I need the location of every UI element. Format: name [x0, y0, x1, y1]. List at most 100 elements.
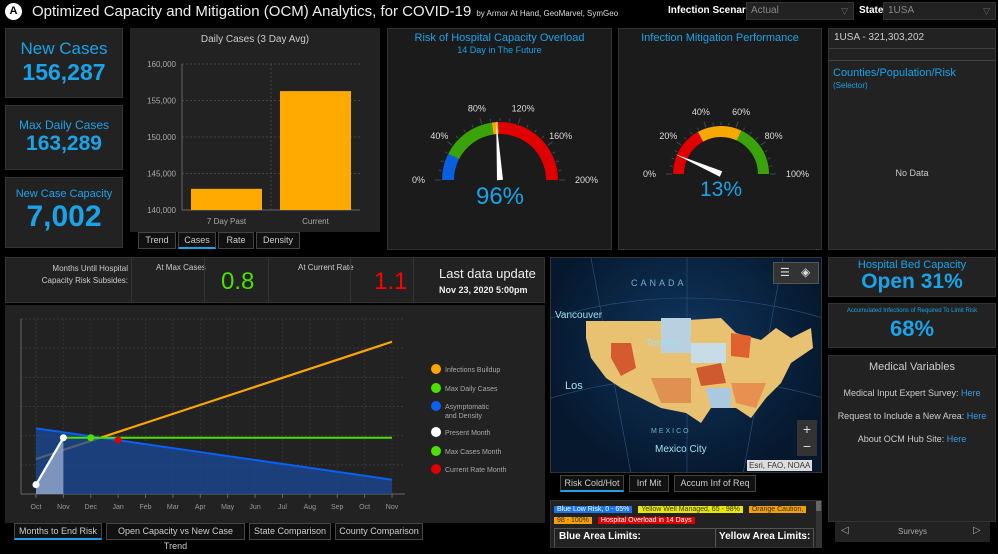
y-tick-label: 160,000 — [147, 60, 176, 69]
here-link[interactable]: Here — [961, 388, 981, 398]
tab-cases[interactable]: Cases — [178, 232, 216, 249]
gauge-tick-label: 120% — [512, 104, 535, 114]
months-label: Months Until Hospital Capacity Risk Subs… — [36, 263, 128, 287]
logo-icon: A — [5, 3, 22, 20]
prev-arrow-icon[interactable]: ◁ — [841, 525, 849, 536]
map-legend-panel: Blue Low Risk, 0 - 65%Yellow Well Manage… — [550, 500, 822, 548]
population-readout: 1USA - 321,303,202 — [829, 29, 995, 49]
selector-subtitle[interactable]: (Selector) — [829, 79, 995, 92]
gauge-tick-label: 100% — [786, 169, 809, 179]
gauge-tick — [750, 132, 752, 134]
kpi-new-cases: New Cases 156,287 — [5, 28, 123, 98]
legend-label: Asymptomatic — [445, 404, 489, 411]
y-tick-label: 140,000 — [147, 206, 176, 215]
map-label: CANADA — [631, 278, 687, 288]
gauge-tick — [480, 118, 482, 124]
current-rate-label: At Current Rate — [298, 263, 354, 272]
tab-county-comparison[interactable]: County Comparison — [335, 523, 423, 540]
gauge-tick — [672, 158, 675, 159]
gauge-tick-label: 0% — [643, 169, 656, 179]
legend-label: Infections Buildup — [445, 367, 500, 374]
list-icon[interactable]: ☰ — [780, 266, 790, 279]
gauge-tick — [756, 137, 758, 139]
here-link[interactable]: Here — [947, 434, 967, 444]
y-tick-label: 150,000 — [147, 133, 176, 142]
max-cases-label: At Max Cases — [156, 263, 206, 272]
gauge-band — [448, 123, 493, 160]
map-label: Vancouver — [555, 310, 602, 322]
tab-trend[interactable]: Trend — [138, 232, 176, 249]
x-tick-label: May — [221, 504, 235, 511]
legend-marker — [431, 464, 441, 474]
app-title: Optimized Capacity and Mitigation (OCM) … — [32, 3, 471, 20]
x-tick-label: Jul — [278, 504, 287, 511]
mitigation-gauge: 0%20%40%60%80%100%13% — [619, 29, 823, 251]
tab-inf-mit[interactable]: Inf Mit — [629, 475, 669, 492]
x-tick-label: Apr — [195, 504, 207, 511]
medical-row: About OCM Hub Site: Here — [829, 434, 995, 444]
scrollbar[interactable] — [816, 501, 821, 548]
medical-title: Medical Variables — [829, 361, 995, 373]
legend-marker — [431, 427, 441, 437]
gauge-tick — [690, 132, 692, 134]
y-tick-label: 155,000 — [147, 97, 176, 106]
max-cases-month-point — [87, 434, 94, 441]
kpi-value: 156,287 — [6, 59, 122, 86]
map-graticule — [551, 258, 822, 473]
gauge-band — [673, 132, 703, 174]
hospital-bed-capacity-panel: Hospital Bed Capacity Open 31% — [828, 257, 996, 297]
gauge-tick — [445, 152, 448, 153]
last-update-label: Last data update — [439, 266, 536, 281]
here-link[interactable]: Here — [967, 411, 987, 421]
next-arrow-icon[interactable]: ▷ — [973, 525, 981, 536]
kpi-max-daily-cases: Max Daily Cases 163,289 — [5, 105, 123, 170]
gauge-value: 13% — [700, 178, 742, 201]
gauge-tick — [535, 130, 537, 132]
tab-state-comparison[interactable]: State Comparison — [249, 523, 331, 540]
tab-open-capacity-vs-new-case-trend[interactable]: Open Capacity vs New Case Trend — [106, 523, 245, 540]
x-tick-label: Jan — [113, 504, 124, 511]
bar-current — [280, 91, 351, 210]
gauge-tick — [464, 130, 466, 132]
map-label: MEXICO — [651, 428, 691, 436]
tab-density[interactable]: Density — [256, 232, 300, 249]
gauge-tick-label: 160% — [549, 131, 572, 141]
gauge-tick — [704, 122, 706, 128]
x-tick-label: Nov — [57, 504, 70, 511]
tab-rate[interactable]: Rate — [218, 232, 254, 249]
no-data-text: No Data — [829, 168, 995, 178]
gauge-tick-label: 40% — [692, 107, 710, 117]
gauge-value: 96% — [476, 183, 524, 210]
gauge-panel-mitigation: Infection Mitigation Performance 0%20%40… — [618, 28, 822, 250]
present-month-point — [33, 481, 40, 488]
chevron-down-icon: ▽ — [983, 3, 990, 19]
scenario-select[interactable]: Actual▽ — [746, 2, 854, 20]
chart-title: Daily Cases (3 Day Avg) — [201, 34, 309, 45]
selector-title[interactable]: Counties/Population/Risk — [829, 61, 995, 79]
zoom-out-button[interactable]: − — [797, 438, 817, 456]
x-tick-label: Current — [302, 217, 329, 226]
gauge-tick-label: 200% — [575, 175, 598, 185]
gauge-tick-label: 60% — [732, 107, 750, 117]
kpi-label: New Case Capacity — [6, 188, 122, 200]
legend-marker — [431, 401, 441, 411]
tab-risk-cold-hot[interactable]: Risk Cold/Hot — [560, 475, 624, 492]
map-toolbar: ☰ ◈ — [773, 262, 819, 284]
bar-7-day-past — [191, 189, 262, 210]
gauge-tick — [548, 142, 553, 146]
state-select[interactable]: 1USA▽ — [883, 2, 996, 20]
medical-variables-panel: Medical Variables Medical Input Expert S… — [828, 355, 996, 522]
tab-months-to-end-risk[interactable]: Months to End Risk — [14, 523, 102, 540]
zoom-in-button[interactable]: + — [797, 420, 817, 438]
legend-label: Max Daily Cases — [445, 386, 498, 393]
gauge-tick — [542, 136, 544, 138]
legend-marker — [431, 446, 441, 456]
months-panel: Months Until Hospital Capacity Risk Subs… — [5, 257, 545, 303]
kpi-new-case-capacity: New Case Capacity 7,002 — [5, 177, 123, 248]
layers-icon[interactable]: ◈ — [801, 265, 810, 279]
surveys-label[interactable]: Surveys — [855, 527, 970, 536]
tab-accum-inf-of-req[interactable]: Accum Inf of Req — [674, 475, 756, 492]
